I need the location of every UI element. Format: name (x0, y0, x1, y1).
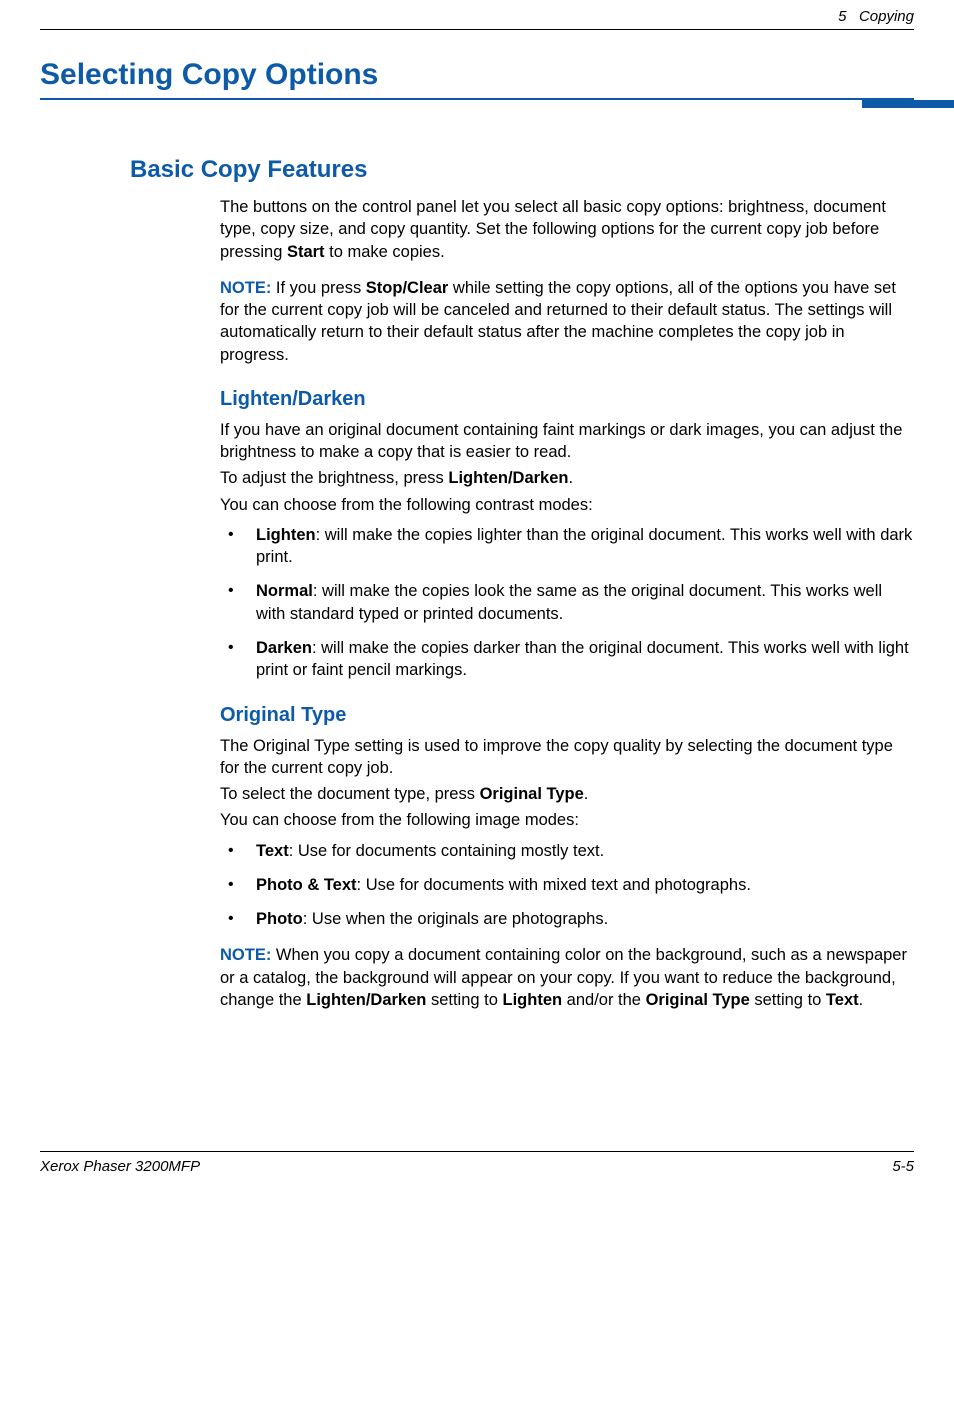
footer-page-number: 5-5 (892, 1158, 914, 1175)
page-footer: Xerox Phaser 3200MFP 5-5 (40, 1151, 914, 1193)
sub1-list: Lighten: will make the copies lighter th… (220, 524, 914, 682)
section-body: The buttons on the control panel let you… (220, 196, 914, 1011)
list-item: Normal: will make the copies look the sa… (220, 580, 914, 625)
sub1-p2: To adjust the brightness, press Lighten/… (220, 467, 914, 489)
subsection-heading-lighten: Lighten/Darken (220, 388, 914, 411)
chapter-title: Copying (859, 8, 914, 25)
page-title: Selecting Copy Options (40, 58, 914, 100)
list-item: Lighten: will make the copies lighter th… (220, 524, 914, 569)
sub2-p2: To select the document type, press Origi… (220, 783, 914, 805)
list-item: Photo & Text: Use for documents with mix… (220, 874, 914, 896)
subsection-heading-original: Original Type (220, 704, 914, 727)
content-area: Basic Copy Features The buttons on the c… (130, 156, 914, 1011)
sub1-p1: If you have an original document contain… (220, 419, 914, 464)
note-paragraph: NOTE: If you press Stop/Clear while sett… (220, 277, 914, 366)
page-header: 5 Copying (40, 0, 914, 30)
sub2-list: Text: Use for documents containing mostl… (220, 840, 914, 931)
sub2-p1: The Original Type setting is used to imp… (220, 735, 914, 780)
title-accent-bar (862, 100, 954, 108)
chapter-number: 5 (838, 8, 846, 25)
sub2-p3: You can choose from the following image … (220, 809, 914, 831)
note-label: NOTE: (220, 279, 276, 297)
intro-paragraph: The buttons on the control panel let you… (220, 196, 914, 263)
note2-paragraph: NOTE: When you copy a document containin… (220, 944, 914, 1011)
list-item: Text: Use for documents containing mostl… (220, 840, 914, 862)
footer-product: Xerox Phaser 3200MFP (40, 1158, 200, 1175)
list-item: Photo: Use when the originals are photog… (220, 908, 914, 930)
list-item: Darken: will make the copies darker than… (220, 637, 914, 682)
note-label: NOTE: (220, 946, 276, 964)
section-heading: Basic Copy Features (130, 156, 914, 184)
sub1-p3: You can choose from the following contra… (220, 494, 914, 516)
